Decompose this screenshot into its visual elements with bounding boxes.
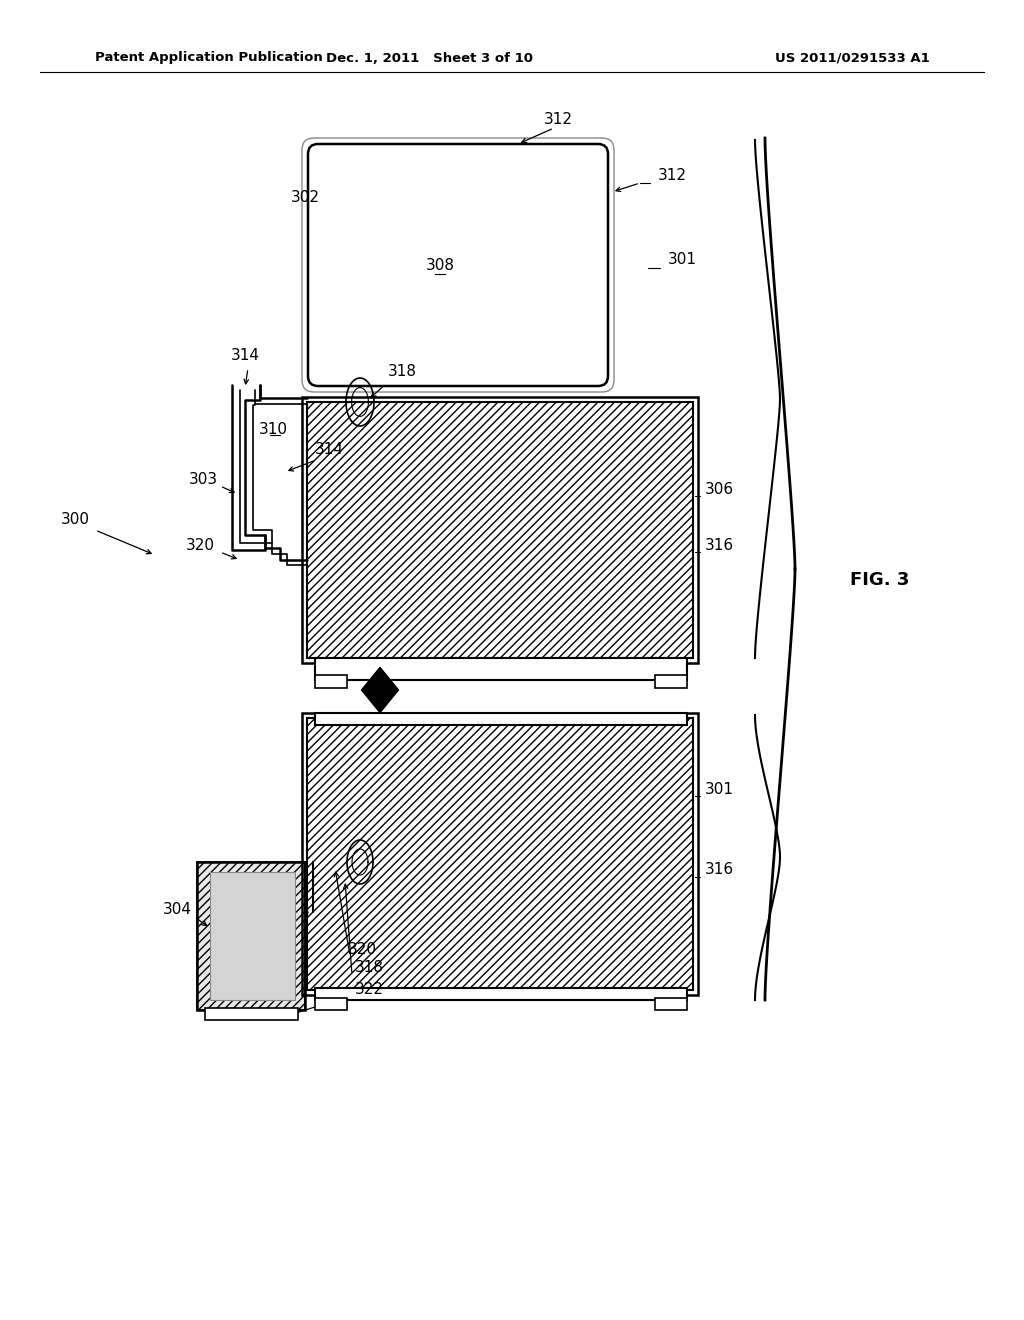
Text: 314: 314 — [315, 442, 344, 458]
Bar — [307, 718, 693, 990]
Text: 312: 312 — [544, 112, 572, 128]
Text: Dec. 1, 2011   Sheet 3 of 10: Dec. 1, 2011 Sheet 3 of 10 — [327, 51, 534, 65]
FancyBboxPatch shape — [302, 139, 614, 392]
Bar — [302, 397, 698, 663]
Text: 301: 301 — [668, 252, 697, 268]
Bar — [315, 675, 347, 688]
Bar — [315, 657, 687, 680]
Text: 302: 302 — [291, 190, 319, 206]
FancyBboxPatch shape — [308, 144, 608, 385]
Bar — [655, 998, 687, 1010]
Bar — [205, 1008, 298, 1020]
Text: 318: 318 — [388, 364, 417, 380]
Bar — [655, 675, 687, 688]
Text: 304: 304 — [163, 903, 193, 917]
Text: 303: 303 — [188, 473, 218, 487]
Text: 316: 316 — [705, 862, 734, 878]
Bar — [210, 873, 295, 1001]
Text: 310: 310 — [259, 422, 288, 437]
Bar — [315, 998, 347, 1010]
Text: 314: 314 — [230, 347, 259, 363]
Text: 301: 301 — [705, 783, 734, 797]
Text: US 2011/0291533 A1: US 2011/0291533 A1 — [775, 51, 930, 65]
Bar — [302, 713, 698, 995]
Text: 322: 322 — [355, 982, 384, 998]
Polygon shape — [362, 690, 398, 711]
Text: 312: 312 — [658, 168, 687, 182]
Text: 316: 316 — [705, 537, 734, 553]
Bar — [197, 862, 305, 1010]
Bar — [307, 403, 693, 657]
Bar — [315, 713, 687, 725]
Polygon shape — [362, 668, 398, 690]
Text: 300: 300 — [61, 512, 90, 528]
Text: Patent Application Publication: Patent Application Publication — [95, 51, 323, 65]
Bar — [315, 987, 687, 1001]
Bar — [197, 862, 305, 1010]
Text: 320: 320 — [186, 537, 215, 553]
Text: 318: 318 — [355, 961, 384, 975]
Text: 320: 320 — [348, 942, 377, 957]
Text: FIG. 3: FIG. 3 — [850, 572, 909, 589]
Text: 306: 306 — [705, 483, 734, 498]
Text: 308: 308 — [426, 257, 455, 272]
